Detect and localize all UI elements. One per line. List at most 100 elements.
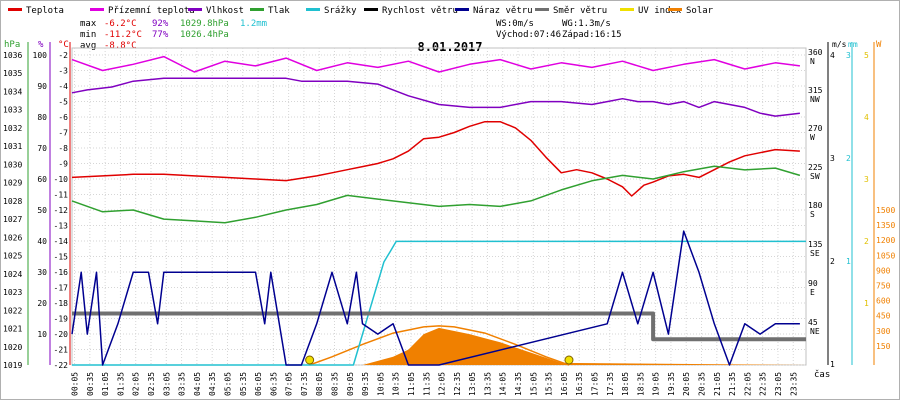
pressure-tick-9: 1027	[3, 215, 22, 224]
series-line-6	[71, 230, 800, 366]
uv-tick-0: 5	[864, 51, 869, 60]
temp-tick-4: -6	[58, 113, 68, 122]
x-tick-41: 20:35	[698, 372, 707, 396]
temp-tick-8: -10	[54, 175, 69, 184]
x-tick-40: 20:05	[682, 372, 691, 396]
series-line-5	[72, 311, 806, 342]
direction-tick-dir-2: W	[810, 133, 815, 142]
uv-tick-3: 2	[864, 237, 869, 246]
temp-tick-5: -7	[58, 129, 68, 138]
x-axis-label: čas	[814, 369, 830, 380]
axes: hPa% °C m/s mm W1036103510341033103210311030…	[3, 40, 895, 396]
wind-tick-3: 1	[830, 360, 835, 369]
humidity-tick-3: 70	[37, 144, 47, 153]
direction-tick-deg-4: 180	[808, 201, 823, 210]
pressure-tick-14: 1022	[3, 306, 22, 315]
x-tick-44: 22:05	[743, 372, 752, 396]
temp-tick-17: -19	[54, 315, 69, 324]
series-line-3	[71, 165, 801, 224]
stats-avg-temp: -8.8°C	[104, 41, 137, 51]
direction-tick-deg-0: 360	[808, 48, 823, 57]
uv-tick-2: 3	[864, 175, 869, 184]
temp-tick-14: -16	[54, 268, 69, 277]
rain-tick-2: 1	[846, 257, 851, 266]
temp-tick-11: -13	[54, 222, 69, 231]
pressure-tick-3: 1033	[3, 106, 22, 115]
direction-tick-dir-5: SE	[810, 249, 820, 258]
legend-swatch-5	[364, 8, 378, 11]
pressure-tick-10: 1026	[3, 233, 22, 242]
x-tick-29: 14:35	[514, 372, 523, 396]
legend-swatch-4	[306, 8, 320, 11]
pressure-tick-11: 1025	[3, 252, 22, 261]
x-tick-33: 16:35	[575, 372, 584, 396]
x-tick-27: 13:35	[483, 372, 492, 396]
x-tick-9: 04:35	[208, 372, 217, 396]
x-tick-35: 17:35	[606, 372, 615, 396]
x-tick-24: 12:05	[438, 372, 447, 396]
uv-tick-4: 1	[864, 299, 869, 308]
legend-swatch-1	[90, 8, 104, 11]
pressure-tick-0: 1036	[3, 51, 22, 60]
temp-tick-13: -15	[54, 253, 69, 262]
legend-swatch-7	[535, 8, 549, 11]
temp-tick-20: -22	[54, 361, 69, 370]
solar-tick-1: 1350	[876, 221, 895, 230]
direction-tick-deg-7: 45	[808, 318, 818, 327]
stats-max-pressure: 1029.8hPa	[180, 19, 229, 29]
temp-tick-12: -14	[54, 237, 69, 246]
axis-unit-wind: m/s	[832, 40, 847, 49]
stats-min-humidity: 77%	[152, 30, 169, 40]
legend-swatch-2	[188, 8, 202, 11]
stats-sunrise: Východ:07:46	[496, 30, 561, 40]
pressure-tick-6: 1030	[3, 160, 22, 169]
x-tick-5: 02:35	[147, 372, 156, 396]
x-tick-21: 10:35	[392, 372, 401, 396]
chart-title: 8.01.2017	[417, 40, 482, 54]
legend-label-2: Vlhkost	[206, 6, 244, 16]
temp-tick-2: -4	[58, 82, 68, 91]
legend-label-4: Srážky	[324, 6, 357, 16]
legend-swatch-9	[668, 8, 682, 11]
rain-tick-1: 2	[846, 154, 851, 163]
x-tick-6: 03:05	[162, 372, 171, 396]
direction-tick-dir-1: NW	[810, 95, 820, 104]
stats-max-humidity: 92%	[152, 19, 169, 29]
temp-tick-1: -3	[58, 67, 68, 76]
sun-marker-1	[564, 355, 574, 365]
humidity-tick-1: 90	[37, 82, 47, 91]
direction-tick-dir-3: SW	[810, 172, 820, 181]
legend-swatch-8	[620, 8, 634, 11]
legend-label-5: Rychlost větru	[382, 6, 458, 16]
series-line-1	[71, 55, 800, 73]
x-tick-16: 08:05	[315, 372, 324, 396]
x-tick-46: 23:05	[774, 372, 783, 396]
x-tick-37: 18:35	[636, 372, 645, 396]
x-tick-32: 16:05	[560, 372, 569, 396]
direction-tick-dir-0: N	[810, 57, 815, 66]
direction-tick-dir-6: E	[810, 288, 815, 297]
x-tick-34: 17:05	[590, 372, 599, 396]
wind-tick-0: 4	[830, 51, 835, 60]
x-tick-26: 13:05	[468, 372, 477, 396]
legend-label-3: Tlak	[268, 6, 290, 16]
x-tick-22: 11:05	[407, 372, 416, 396]
temp-tick-16: -18	[54, 299, 69, 308]
legend-label-8: UV index	[638, 6, 682, 16]
direction-tick-deg-2: 270	[808, 124, 823, 133]
pressure-tick-12: 1024	[3, 270, 22, 279]
x-tick-17: 08:35	[331, 372, 340, 396]
solar-tick-5: 750	[876, 282, 891, 291]
stats-max-temp: -6.2°C	[104, 19, 137, 29]
stats-min-label: min	[80, 30, 96, 40]
pressure-tick-5: 1031	[3, 142, 22, 151]
x-tick-15: 07:35	[300, 372, 309, 396]
x-tick-28: 14:05	[499, 372, 508, 396]
solar-theoretical-line	[309, 325, 570, 366]
x-tick-3: 01:35	[116, 372, 125, 396]
x-tick-13: 06:35	[269, 372, 278, 396]
x-tick-12: 06:05	[254, 372, 263, 396]
pressure-tick-4: 1032	[3, 124, 22, 133]
series-line-0	[71, 120, 800, 197]
